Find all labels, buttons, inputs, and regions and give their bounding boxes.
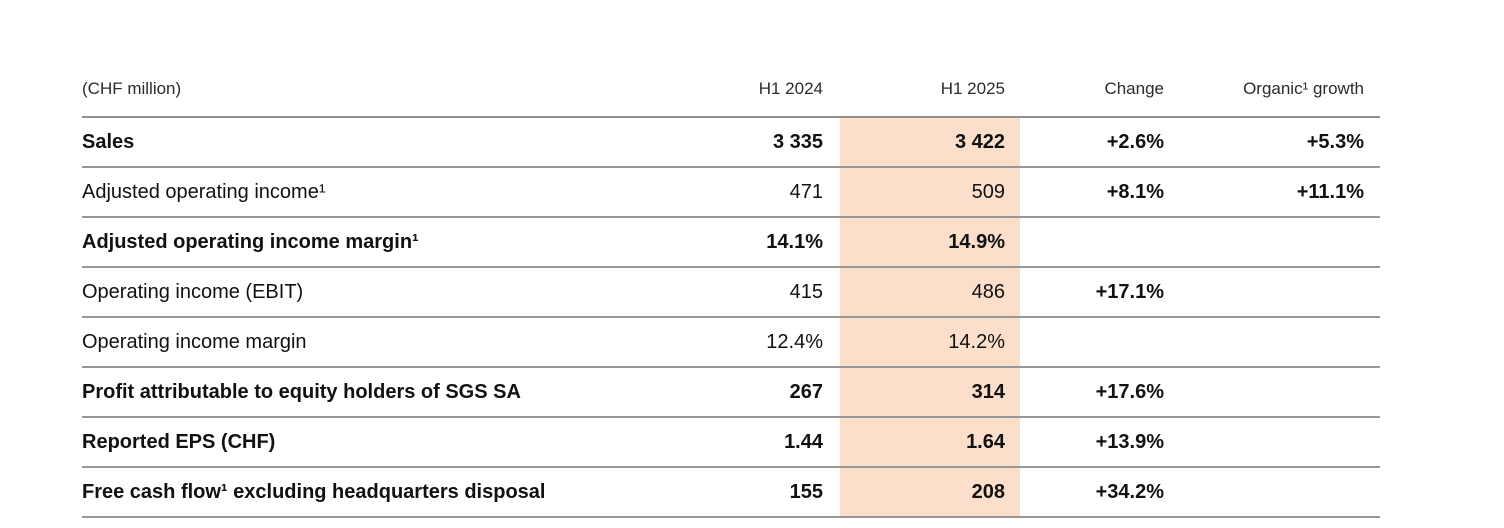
cell-h1-2024: 415 [789, 280, 823, 303]
table-row: Adjusted operating income margin¹ 14.1% … [82, 218, 1380, 268]
cell-organic-growth: +11.1% [1296, 180, 1364, 203]
financial-results-table: (CHF million) H1 2024 H1 2025 Change Org… [82, 62, 1380, 518]
col-header-h1-2025: H1 2025 [940, 79, 1005, 98]
cell-change: +17.6% [1095, 380, 1164, 403]
cell-change: +2.6% [1106, 130, 1164, 153]
table-body: Sales 3 335 3 422 +2.6% +5.3% Adjusted o… [82, 118, 1380, 518]
cell-h1-2024: 1.44 [784, 430, 823, 453]
cell-h1-2025-highlighted: 509 [840, 168, 1020, 216]
cell-change: +8.1% [1106, 180, 1164, 203]
cell-h1-2024: 155 [789, 480, 823, 503]
cell-change: +13.9% [1095, 430, 1164, 453]
cell-h1-2025-highlighted: 14.9% [840, 218, 1020, 266]
row-label: Sales [82, 130, 135, 153]
cell-h1-2024: 14.1% [766, 230, 823, 253]
table-row: Sales 3 335 3 422 +2.6% +5.3% [82, 118, 1380, 168]
table-row: Operating income (EBIT) 415 486 +17.1% [82, 268, 1380, 318]
cell-change: +34.2% [1095, 480, 1164, 503]
table-row: Free cash flow¹ excluding headquarters d… [82, 468, 1380, 518]
row-label: Adjusted operating income¹ [82, 180, 326, 203]
cell-h1-2025-highlighted: 314 [840, 368, 1020, 416]
row-label: Operating income margin [82, 330, 307, 353]
cell-organic-growth: +5.3% [1306, 130, 1364, 153]
cell-h1-2024: 267 [789, 380, 823, 403]
row-label: Free cash flow¹ excluding headquarters d… [82, 480, 546, 503]
unit-label: (CHF million) [82, 79, 182, 98]
cell-change: +17.1% [1095, 280, 1164, 303]
cell-h1-2024: 3 335 [772, 130, 823, 153]
table-row: Operating income margin 12.4% 14.2% [82, 318, 1380, 368]
row-label: Adjusted operating income margin¹ [82, 230, 419, 253]
cell-h1-2024: 471 [789, 180, 823, 203]
row-label: Reported EPS (CHF) [82, 430, 276, 453]
col-header-h1-2024: H1 2024 [758, 79, 823, 98]
col-header-change: Change [1104, 79, 1164, 98]
cell-h1-2025-highlighted: 208 [840, 468, 1020, 516]
table-header-row: (CHF million) H1 2024 H1 2025 Change Org… [82, 62, 1380, 118]
cell-h1-2025-highlighted: 14.2% [840, 318, 1020, 366]
table-row: Profit attributable to equity holders of… [82, 368, 1380, 418]
row-label: Operating income (EBIT) [82, 280, 304, 303]
col-header-organic-growth: Organic¹ growth [1243, 79, 1364, 98]
cell-h1-2025-highlighted: 486 [840, 268, 1020, 316]
table-row: Reported EPS (CHF) 1.44 1.64 +13.9% [82, 418, 1380, 468]
cell-h1-2025-highlighted: 3 422 [840, 118, 1020, 166]
row-label: Profit attributable to equity holders of… [82, 380, 521, 403]
cell-h1-2024: 12.4% [766, 330, 823, 353]
cell-h1-2025-highlighted: 1.64 [840, 418, 1020, 466]
table-row: Adjusted operating income¹ 471 509 +8.1%… [82, 168, 1380, 218]
